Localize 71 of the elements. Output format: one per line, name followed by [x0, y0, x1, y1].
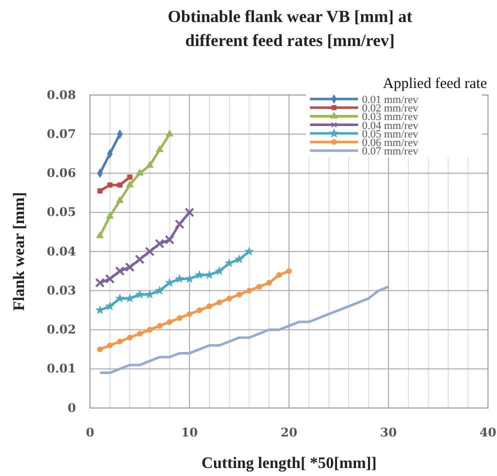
y-tick-label: 0.08 — [46, 88, 76, 102]
point — [166, 130, 174, 136]
point — [214, 266, 224, 275]
point — [194, 270, 204, 279]
point — [156, 145, 164, 152]
point — [144, 246, 155, 256]
x-tick-label: 20 — [280, 426, 298, 440]
point — [116, 338, 123, 344]
point — [97, 346, 103, 352]
point — [136, 330, 143, 337]
point — [107, 182, 112, 188]
x-axis-title: Cutting length[ *50[mm]] — [201, 455, 377, 472]
point — [134, 254, 145, 264]
y-tick-label: 0.04 — [46, 244, 76, 258]
point — [127, 174, 132, 180]
y-tick-label: 0.06 — [46, 166, 76, 180]
point — [206, 303, 212, 310]
chart-title: Obtinable flank wear VB [mm] at different feed rates [mm/rev] — [168, 7, 413, 50]
point — [124, 262, 135, 272]
x-tick-label: 0 — [86, 426, 94, 440]
legend-label: 0.07 mm/rev — [362, 146, 419, 158]
point — [216, 299, 222, 306]
point — [196, 307, 202, 314]
x-tick-label: 30 — [380, 426, 397, 440]
point — [174, 219, 184, 229]
point — [117, 182, 122, 188]
point — [266, 280, 272, 286]
y-axis-title: Flank wear [mm] — [11, 192, 28, 311]
legend-title: Applied feed rate — [382, 76, 488, 92]
y-tick-label: 0.05 — [46, 205, 76, 220]
point — [155, 286, 164, 294]
line-series — [98, 285, 390, 374]
point — [97, 188, 103, 194]
point — [146, 161, 154, 168]
y-tick-label: 0.07 — [46, 126, 76, 141]
y-tick-label: 0.01 — [46, 362, 76, 376]
point — [286, 268, 292, 274]
point — [116, 196, 124, 203]
point — [226, 296, 232, 302]
point — [164, 234, 174, 245]
point — [115, 294, 124, 302]
point — [244, 246, 254, 256]
point — [256, 284, 262, 290]
x-tick-label: 10 — [181, 426, 198, 440]
point — [184, 208, 194, 218]
point — [176, 315, 182, 321]
point — [126, 180, 134, 188]
point — [105, 274, 115, 284]
point — [146, 326, 153, 333]
point — [105, 302, 114, 310]
point — [156, 322, 163, 329]
point — [175, 274, 184, 283]
point — [115, 266, 125, 276]
point — [96, 231, 104, 238]
y-tick-label: 0.02 — [46, 322, 76, 337]
point — [246, 288, 252, 294]
y-tick-label: 0.03 — [46, 283, 76, 298]
point — [107, 342, 113, 348]
point — [95, 278, 105, 288]
point — [186, 311, 192, 317]
y-tick-label: 0 — [68, 400, 76, 415]
point — [136, 168, 144, 176]
point — [126, 334, 133, 340]
point — [135, 290, 144, 298]
point — [276, 272, 282, 278]
point — [106, 212, 114, 219]
point — [236, 292, 242, 298]
point — [154, 238, 164, 249]
point — [234, 254, 244, 264]
x-tick-label: 40 — [480, 426, 496, 440]
point — [166, 319, 172, 325]
